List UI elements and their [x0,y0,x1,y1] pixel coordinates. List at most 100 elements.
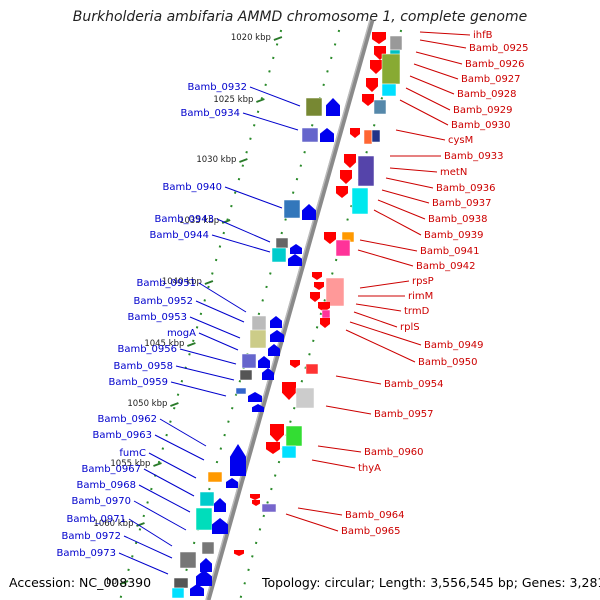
gene-block [173,577,189,589]
right-connector [377,199,426,220]
gene-block [199,491,215,507]
right-connector [317,445,362,453]
right-connector [357,249,414,267]
right-connector [297,507,343,516]
right-connector [389,167,438,173]
right-gene-label: Bamb_0929 [453,105,513,116]
right-gene-label: Bamb_0928 [457,89,517,100]
gene-block [351,187,369,215]
right-connector [409,75,455,95]
chromosome-backbone-highlight [205,19,371,600]
left-gene-label: Bamb_0970 [71,496,131,507]
right-gene-label: Bamb_0933 [444,151,504,162]
gene-arrow-reverse [372,32,386,44]
gene-arrow-forward [214,498,226,512]
gene-block [381,83,397,97]
tick-label: 1055 kbp [110,459,150,469]
track-dots [119,29,403,600]
gene-arrow-reverse [282,382,296,400]
tick-label: 1030 kbp [196,155,236,165]
gene-arrow-forward [320,128,334,142]
left-gene-label: fumC [119,448,146,459]
gene-arrow-reverse [324,232,336,244]
left-connector [189,316,241,339]
tick-label: 1060 kbp [93,519,133,529]
right-gene-label: Bamb_0926 [465,59,525,70]
gene-arrow-reverse [344,154,356,168]
left-connector [242,112,299,131]
tick-mark [136,522,145,527]
right-gene-label: ihfB [473,30,493,41]
gene-block [201,541,215,555]
gene-arrow-forward [270,330,284,342]
gene-arrow-reverse [252,500,260,506]
gene-block [235,387,247,395]
left-connector [211,234,271,253]
tick-label: 1040 kbp [162,277,202,287]
gene-arrow-forward [326,98,340,116]
gene-arrow-forward [200,558,212,572]
gene-block [281,445,297,459]
tick-label: 1050 kbp [127,399,167,409]
right-gene-label: Bamb_0941 [420,246,480,257]
gene-arrow-forward [190,584,204,596]
gene-arrow-forward [252,404,264,412]
label-connectors [118,31,471,575]
gene-block [283,199,301,219]
gene-arrow-reverse [362,94,374,106]
left-connector [154,434,205,461]
gene-block [207,471,223,483]
right-connector [415,51,463,65]
left-connector [138,484,191,513]
right-connector [349,321,422,346]
gene-arrow-reverse [250,494,260,500]
right-connector [359,280,410,289]
gene-arrow-reverse [336,186,348,198]
track-line-2 [239,29,403,600]
gene-arrow-reverse [366,78,378,92]
tick-label: 1020 kbp [231,33,271,43]
left-gene-label: Bamb_0952 [133,296,193,307]
gene-block [251,315,267,333]
left-gene-label: Bamb_0932 [187,82,247,93]
tick-label: 1025 kbp [213,95,253,105]
gene-arrow-forward [258,356,270,368]
left-connector [198,282,247,313]
map-title: Burkholderia ambifaria AMMD chromosome 1… [72,9,528,25]
gene-block [295,387,315,409]
gene-block [301,127,319,143]
right-connector [381,189,430,204]
left-gene-label: Bamb_0951 [136,278,196,289]
gene-block [195,507,213,531]
left-gene-label: Bamb_0972 [61,531,121,542]
right-connector [405,87,451,111]
gene-labels: Bamb_0932 Bamb_0934 Bamb_0940 Bamb_0943 Bamb… [56,30,528,559]
left-connector [159,418,207,447]
gene-block [179,551,197,569]
right-gene-label: Bamb_0942 [416,261,476,272]
right-connector [353,311,398,328]
track-line-1 [177,29,341,600]
gene-arrow-forward [212,518,228,534]
right-gene-label: metN [440,167,467,178]
left-gene-label: Bamb_0968 [76,480,136,491]
tick-mark [273,36,283,41]
tick-mark [256,98,265,103]
left-connector [195,300,245,323]
right-gene-label: rimM [408,291,433,302]
left-gene-label: Bamb_0956 [117,344,177,355]
gene-block [389,35,403,51]
left-gene-label: Bamb_0959 [108,377,168,388]
left-connector [148,452,197,479]
right-gene-label: Bamb_0939 [424,230,484,241]
gene-block [305,363,319,375]
tick-label: 1045 kbp [144,339,184,349]
chromosome-backbone [205,19,375,600]
right-connector [413,63,459,80]
left-gene-label: Bamb_0953 [127,312,187,323]
right-connector [355,303,402,312]
tick-mark [239,158,248,163]
right-gene-label: Bamb_0936 [436,183,496,194]
left-gene-label: Bamb_0962 [97,414,157,425]
right-gene-label: Bamb_0964 [345,510,405,521]
